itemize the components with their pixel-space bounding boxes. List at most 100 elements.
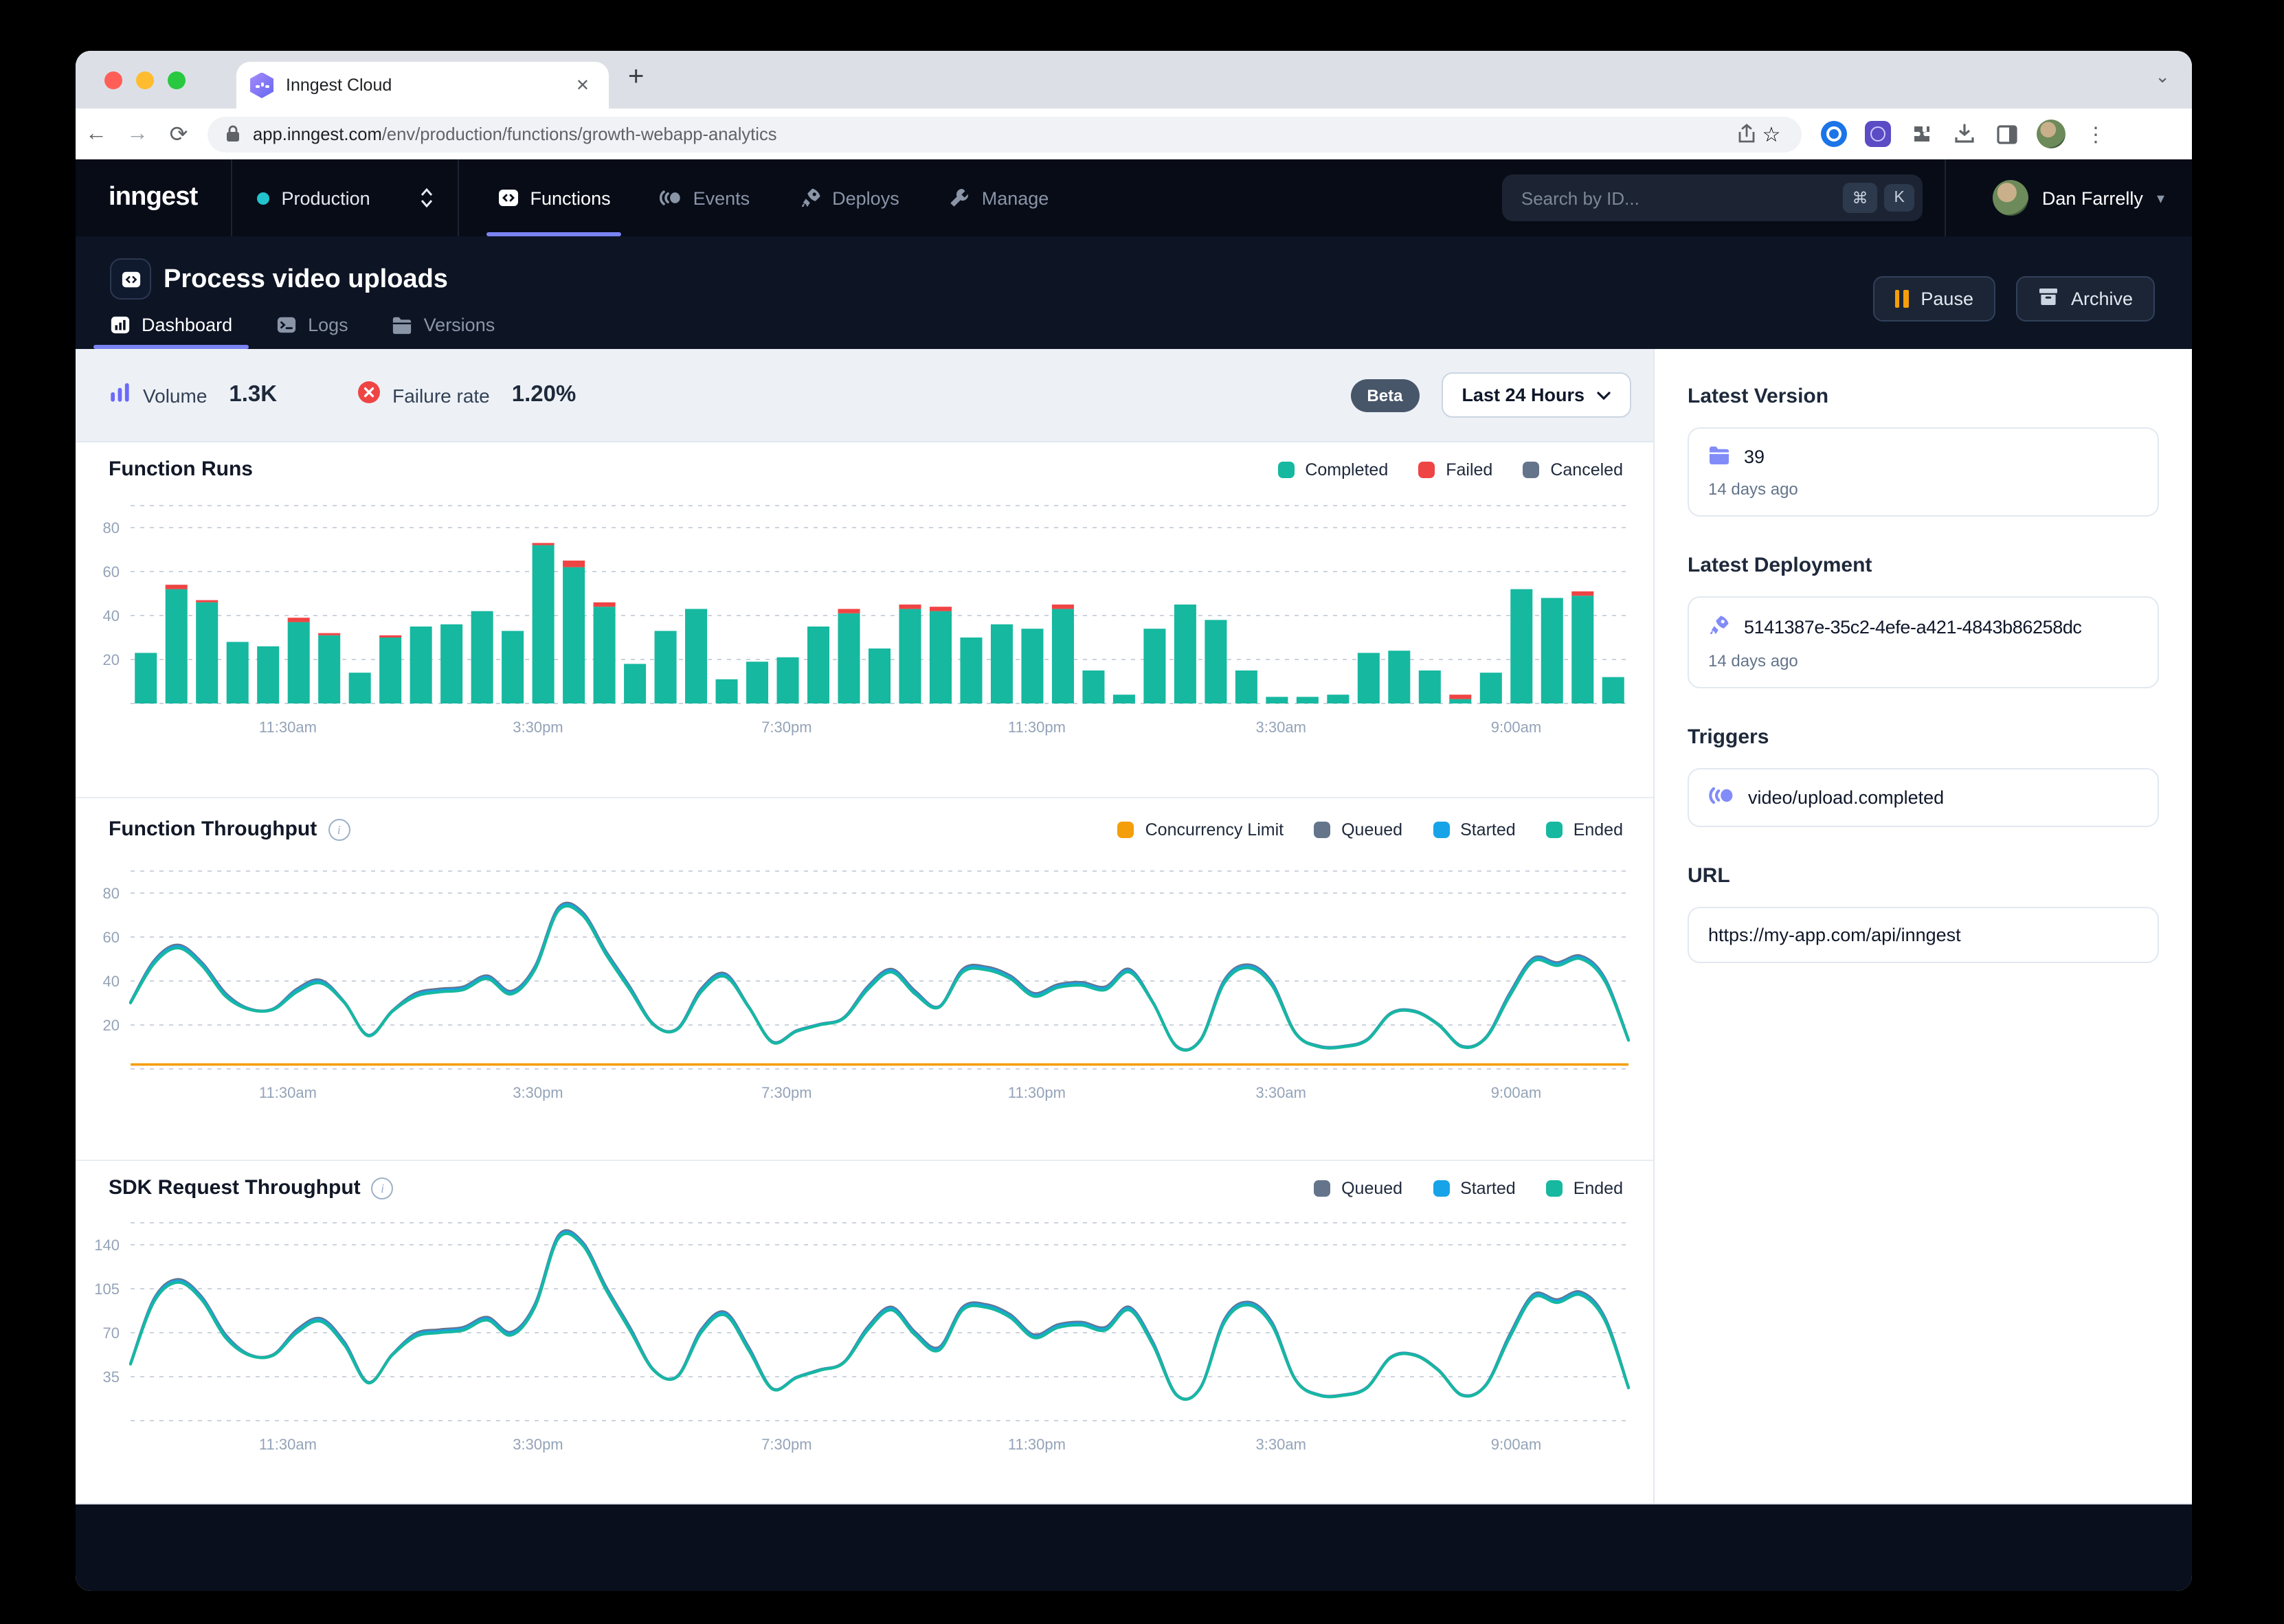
- time-range-select[interactable]: Last 24 Hours: [1441, 372, 1631, 418]
- tab-title: Inngest Cloud: [286, 76, 570, 95]
- trigger-card[interactable]: video/upload.completed: [1688, 768, 2159, 827]
- archive-button[interactable]: Archive: [2016, 276, 2155, 322]
- window-controls[interactable]: [104, 71, 186, 89]
- latest-deployment-card[interactable]: 5141387e-35c2-4efe-a421-4843b86258dc 14 …: [1688, 596, 2159, 688]
- zoom-window-button[interactable]: [168, 71, 186, 89]
- function-throughput-chart: 2040608011:30am3:30pm7:30pm11:30pm3:30am…: [76, 863, 1653, 1117]
- kebab-menu-icon[interactable]: ⋮: [2083, 122, 2108, 146]
- svg-text:9:00am: 9:00am: [1491, 1436, 1541, 1453]
- legend-concurrency-limit: Concurrency Limit: [1118, 820, 1284, 839]
- url-host: app.inngest.com: [253, 124, 382, 144]
- folder-icon: [392, 314, 413, 335]
- svg-text:40: 40: [103, 607, 120, 624]
- function-runs-chart: 2040608011:30am3:30pm7:30pm11:30pm3:30am…: [76, 497, 1653, 752]
- nav-item-deploys[interactable]: Deploys: [799, 159, 899, 236]
- svg-text:105: 105: [94, 1281, 120, 1298]
- search-box[interactable]: ⌘ K: [1502, 174, 1923, 221]
- deployment-time: 14 days ago: [1708, 651, 2138, 670]
- url-path: /env/production/functions/growth-webapp-…: [382, 124, 777, 144]
- volume-label: Volume: [143, 384, 207, 406]
- browser-profile-avatar[interactable]: [2037, 120, 2065, 148]
- refresh-icon[interactable]: ⟳: [158, 120, 199, 148]
- chart-title: Function Throughput: [109, 817, 317, 841]
- rocket-icon: [1708, 614, 1730, 640]
- back-icon[interactable]: ←: [76, 122, 117, 146]
- chart-legend: CompletedFailedCanceled: [1277, 460, 1623, 479]
- bottom-strip: [76, 1503, 2192, 1591]
- trigger-event-name: video/upload.completed: [1748, 787, 1944, 808]
- triggers-heading: Triggers: [1688, 725, 2159, 749]
- nav-item-manage[interactable]: Manage: [949, 159, 1049, 236]
- lock-icon[interactable]: [225, 125, 240, 143]
- inngest-logo[interactable]: inngest: [109, 183, 198, 213]
- function-runs-section: Function Runs CompletedFailedCanceled 20…: [76, 442, 1653, 797]
- chevron-down-icon: [1597, 391, 1611, 399]
- svg-text:11:30pm: 11:30pm: [1008, 719, 1066, 736]
- nav-item-functions[interactable]: Functions: [497, 159, 611, 236]
- pause-button[interactable]: Pause: [1872, 276, 1995, 322]
- page-title: Process video uploads: [164, 265, 448, 295]
- function-header: Process video uploads Pause Archive Dash…: [76, 236, 2192, 349]
- inngest-favicon-icon: [250, 72, 273, 98]
- function-code-icon: [110, 258, 151, 300]
- svg-text:3:30am: 3:30am: [1256, 1436, 1306, 1453]
- tab-overview-chevron-icon[interactable]: ⌄: [2155, 66, 2170, 88]
- updown-chevron-icon: [421, 188, 433, 207]
- minimize-window-button[interactable]: [136, 71, 154, 89]
- chart-legend: QueuedStartedEnded: [1314, 1178, 1623, 1197]
- svg-text:140: 140: [94, 1237, 120, 1254]
- user-name: Dan Farrelly: [2042, 188, 2143, 208]
- volume-stat: Volume 1.3K: [110, 381, 277, 409]
- purple-extension-icon[interactable]: [1865, 121, 1891, 147]
- puzzle-extensions-icon[interactable]: [1909, 122, 1934, 146]
- url-card[interactable]: https://my-app.com/api/inngest: [1688, 907, 2159, 963]
- terminal-icon: [276, 314, 297, 335]
- legend-completed: Completed: [1277, 460, 1388, 479]
- legend-ended: Ended: [1546, 820, 1623, 839]
- legend-ended: Ended: [1546, 1178, 1623, 1197]
- new-tab-button[interactable]: +: [628, 62, 644, 93]
- svg-text:20: 20: [103, 1017, 120, 1034]
- folder-icon: [1708, 445, 1730, 469]
- wrench-icon: [949, 187, 971, 209]
- latest-version-heading: Latest Version: [1688, 385, 2159, 408]
- info-icon[interactable]: i: [328, 818, 350, 840]
- tab-close-icon[interactable]: ✕: [570, 73, 595, 98]
- browser-tab[interactable]: Inngest Cloud ✕: [236, 62, 609, 109]
- event-trigger-icon: [1708, 786, 1734, 809]
- details-sidebar: Latest Version 39 14 days ago Latest Dep…: [1653, 349, 2192, 1503]
- chart-legend: Concurrency Limit Queued Started Ended: [1118, 820, 1623, 839]
- environment-switcher[interactable]: Production: [232, 188, 458, 208]
- legend-started: Started: [1433, 1178, 1516, 1197]
- svg-text:3:30pm: 3:30pm: [513, 1084, 563, 1101]
- share-icon[interactable]: [1734, 122, 1759, 146]
- bookmark-star-icon[interactable]: ☆: [1759, 122, 1784, 146]
- downloads-icon[interactable]: [1951, 122, 1976, 146]
- deployment-hash: 5141387e-35c2-4efe-a421-4843b86258dc: [1744, 617, 2082, 638]
- search-input[interactable]: [1519, 186, 1836, 210]
- tab-versions[interactable]: Versions: [392, 300, 495, 349]
- svg-text:7:30pm: 7:30pm: [761, 1084, 811, 1101]
- sdk-throughput-section: SDK Request Throughput i QueuedStartedEn…: [76, 1160, 1653, 1506]
- chevron-down-icon: ▾: [2157, 189, 2164, 207]
- tab-dashboard[interactable]: Dashboard: [110, 300, 232, 349]
- address-bar[interactable]: app.inngest.com/env/production/functions…: [208, 116, 1802, 152]
- svg-text:7:30pm: 7:30pm: [761, 719, 811, 736]
- bar-chart-icon: [110, 314, 131, 335]
- side-panel-icon[interactable]: [1994, 122, 2019, 146]
- version-number: 39: [1744, 447, 1765, 467]
- forward-icon[interactable]: →: [117, 122, 158, 146]
- onepassword-extension-icon[interactable]: [1821, 121, 1847, 147]
- legend-canceled: Canceled: [1523, 460, 1623, 479]
- info-icon[interactable]: i: [372, 1177, 394, 1199]
- svg-text:11:30pm: 11:30pm: [1008, 1084, 1066, 1101]
- svg-text:3:30am: 3:30am: [1256, 1084, 1306, 1101]
- latest-version-card[interactable]: 39 14 days ago: [1688, 427, 2159, 517]
- tab-logs[interactable]: Logs: [276, 300, 348, 349]
- legend-queued: Queued: [1314, 820, 1402, 839]
- user-menu[interactable]: Dan Farrelly ▾: [1968, 180, 2192, 216]
- screenshot-root: Inngest Cloud ✕ + ⌄ ← → ⟳ app.inngest.co…: [0, 0, 2284, 1624]
- close-window-button[interactable]: [104, 71, 122, 89]
- legend-started: Started: [1433, 820, 1516, 839]
- nav-item-events[interactable]: Events: [660, 159, 750, 236]
